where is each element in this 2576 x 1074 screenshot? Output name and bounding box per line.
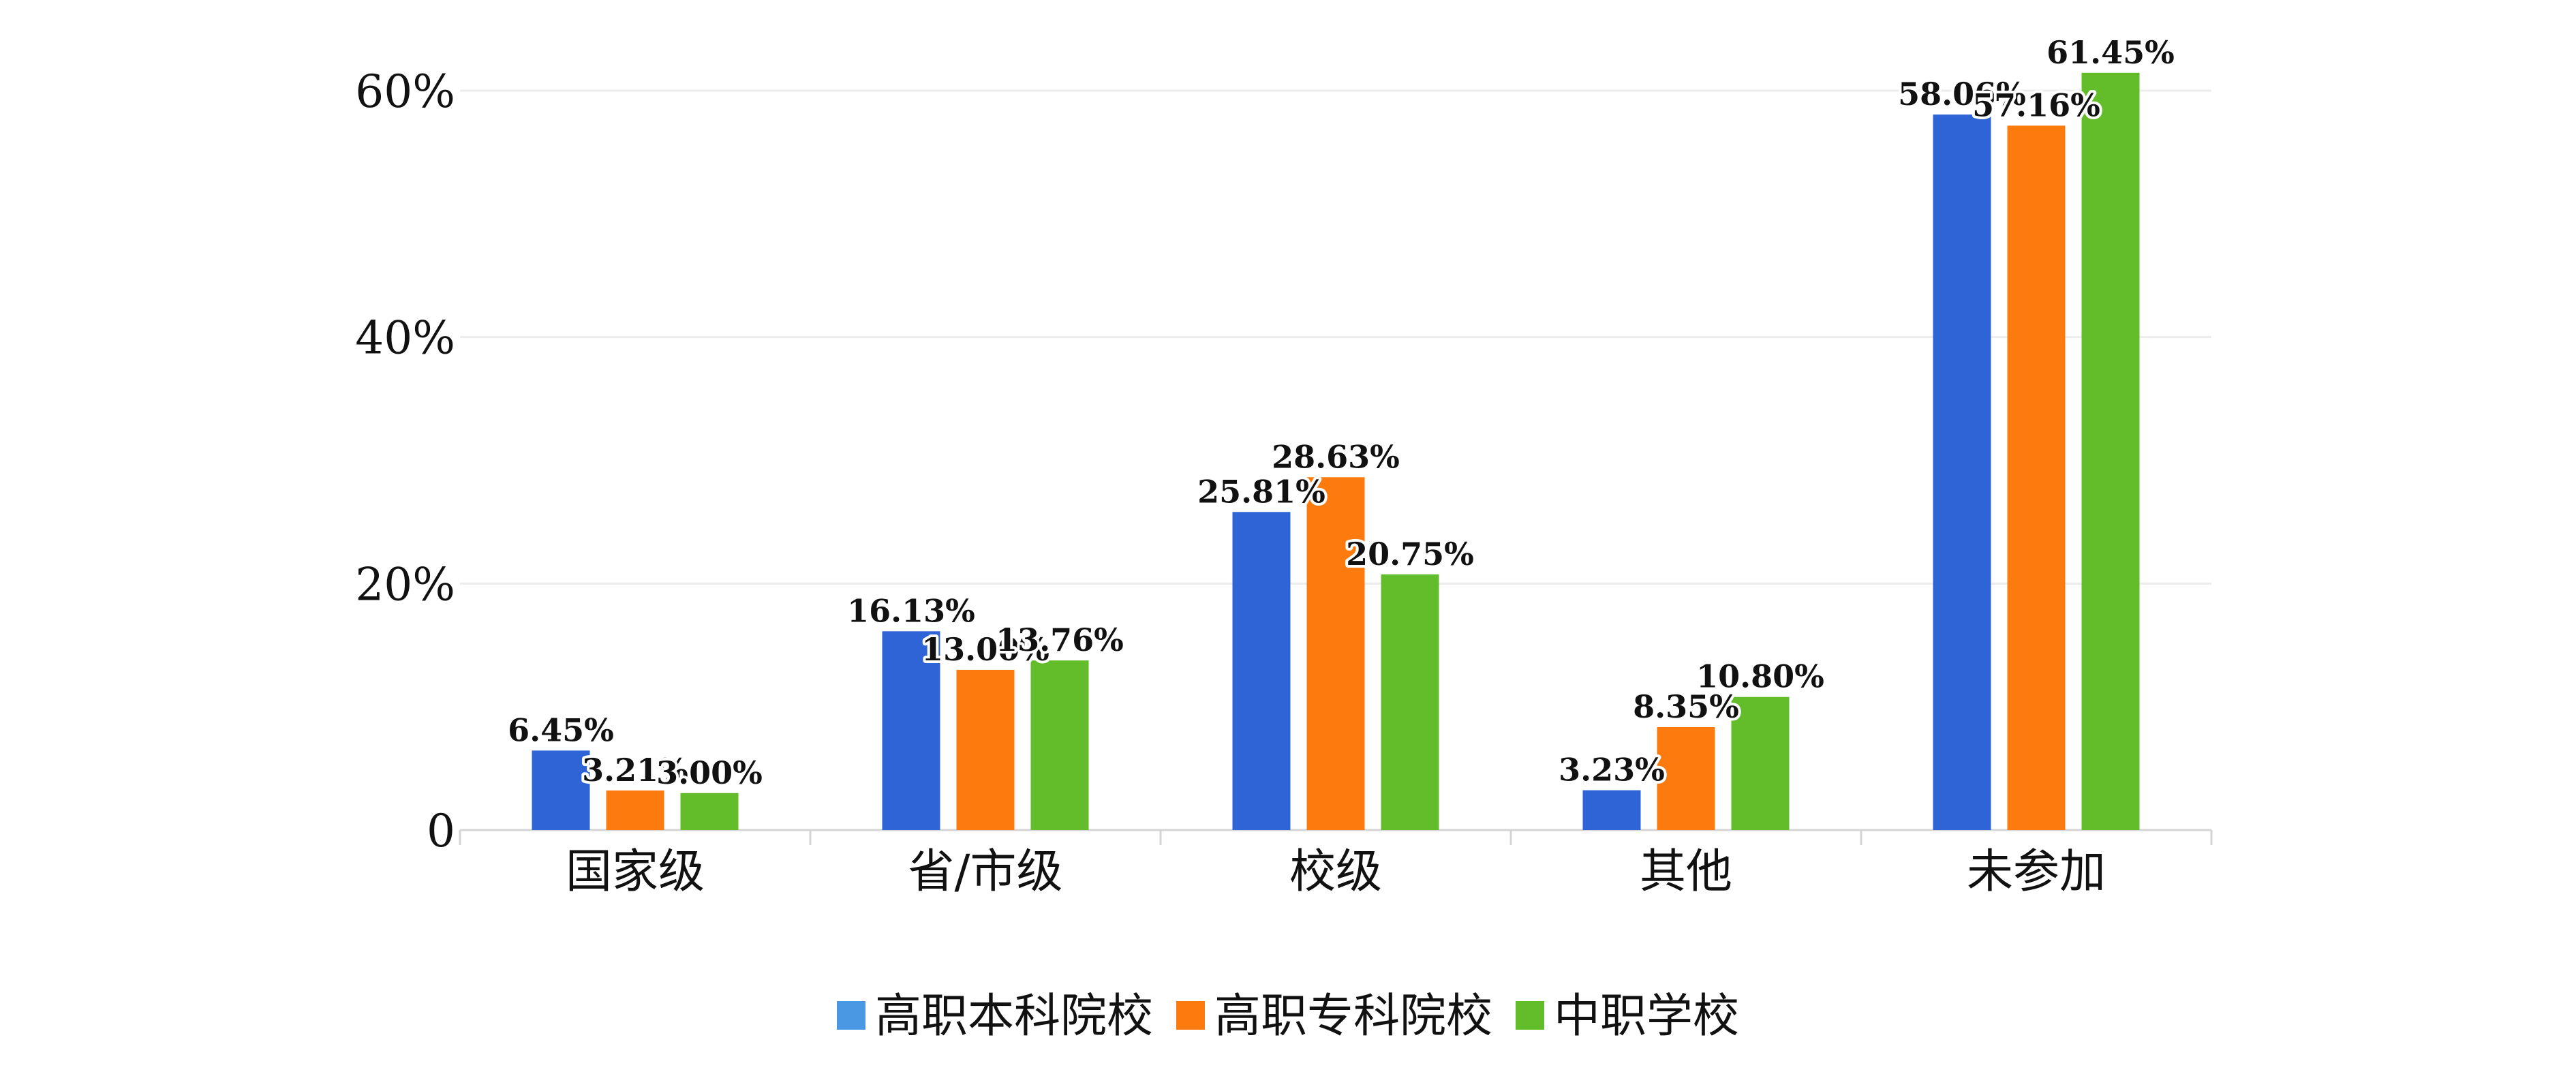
bars [532, 72, 2140, 830]
data-label: 58.06% [1898, 76, 2026, 112]
y-tick-label: 60% [355, 65, 455, 118]
x-tick-label: 省/市级 [908, 845, 1063, 899]
data-label: 3.23% [1559, 752, 1665, 788]
bar [1582, 790, 1641, 830]
data-label: 25.81% [1197, 473, 1325, 510]
data-label: 13.00% [921, 631, 1049, 668]
data-label: 57.16% [1972, 87, 2100, 123]
data-labels: 6.45% 16.13% 25.81% 3.23% 58.06% 3.21% 13.00% 2… [505, 31, 2177, 794]
bar [2081, 72, 2140, 830]
bar [1306, 477, 1365, 830]
data-label: 6.45% [508, 711, 614, 748]
x-tick-label: 国家级 [566, 845, 705, 899]
legend-label: 中职学校 [1554, 989, 1739, 1043]
bar [1232, 512, 1291, 830]
data-label: 16.13% [847, 592, 975, 629]
legend-label: 高职本科院校 [875, 989, 1153, 1043]
legend-swatch [1516, 1001, 1545, 1030]
x-tick-label: 其他 [1640, 845, 1732, 899]
bar [1381, 574, 1439, 830]
bar [882, 631, 940, 830]
legend-swatch [836, 1001, 865, 1030]
legend-label: 高职专科院校 [1214, 989, 1492, 1043]
data-label: 61.45% [2046, 34, 2175, 71]
data-label: 10.80% [1696, 658, 1824, 695]
bar [1030, 660, 1089, 830]
data-label: 20.75% [1346, 536, 1474, 572]
bar [532, 750, 590, 830]
data-label: 3.00% [656, 754, 763, 791]
data-label: 13.76% [996, 622, 1124, 658]
bar [680, 793, 739, 830]
data-label: 3.21% [582, 752, 688, 788]
y-tick-label: 40% [355, 312, 455, 365]
bar [1933, 114, 1991, 830]
data-label: 28.63% [1272, 438, 1400, 475]
x-tick-label: 未参加 [1967, 845, 2106, 899]
legend-swatch [1176, 1001, 1205, 1030]
data-label: 8.35% [1633, 688, 1739, 725]
bar [2007, 125, 2066, 830]
bar [1731, 696, 1790, 830]
bar [606, 790, 664, 830]
x-tick-label: 校级 [1289, 845, 1382, 899]
bar [1657, 727, 1715, 830]
y-tick-label: 0 [427, 805, 455, 857]
y-tick-label: 20% [355, 558, 455, 611]
axes: 0 20% 40% 60% 国家级 省/市级 校级 其他 未参加 [355, 65, 2213, 899]
bar [956, 669, 1015, 830]
legend: 高职本科院校 高职专科院校 中职学校 [836, 989, 1739, 1043]
